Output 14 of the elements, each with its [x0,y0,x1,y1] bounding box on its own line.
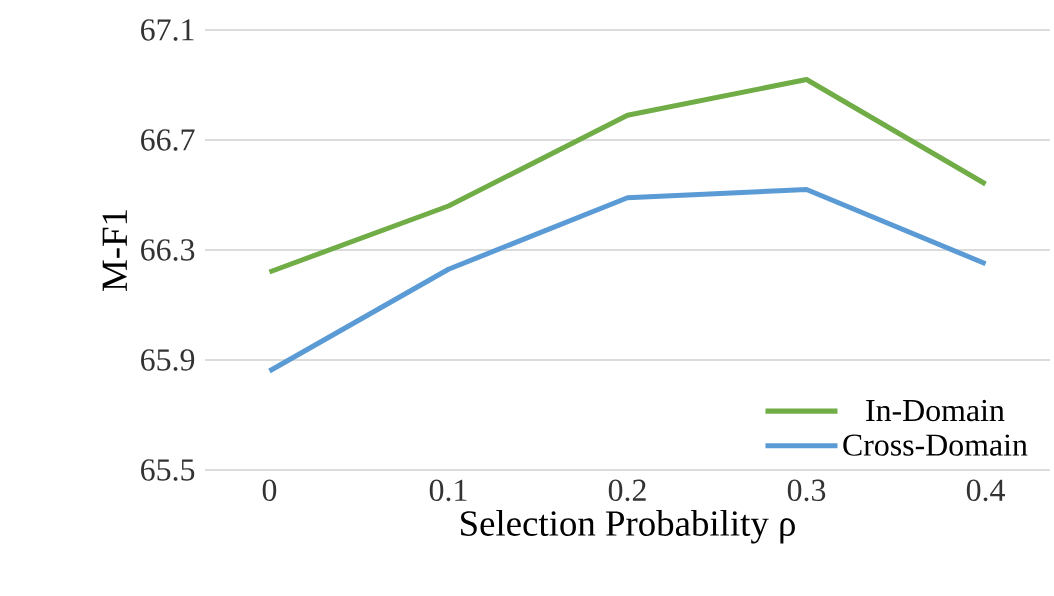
x-tick-label: 0.4 [966,479,1005,502]
x-axis-title: Selection Probability ρ [461,510,795,544]
y-tick-label: 65.9 [141,349,195,371]
x-tick-label: 0.2 [608,479,646,502]
legend-label: Cross-Domain [843,434,1028,456]
y-tick-label: 66.7 [141,129,195,151]
x-tick-label: 0.1 [429,479,467,502]
y-axis-title: M-F1 [102,210,127,291]
y-tick-label: 66.3 [141,239,195,261]
y-tick-label: 67.1 [141,19,194,41]
legend-label: In-Domain [866,399,1005,422]
x-tick-label: 0 [262,479,277,502]
y-tick-label: 65.5 [141,459,195,481]
x-tick-label: 0.3 [787,479,826,502]
